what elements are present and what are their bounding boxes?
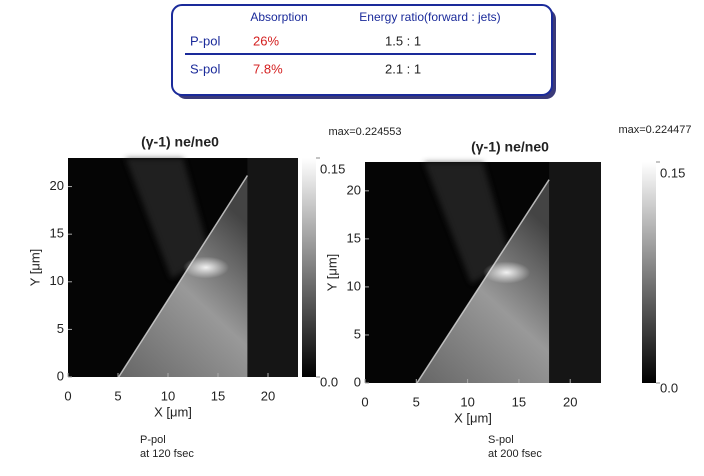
max-annotation: max=0.224477 [618, 124, 691, 136]
y-tick-label: 5 [57, 321, 64, 336]
max-annotation: max=0.224553 [328, 126, 401, 138]
heatmap-hotspot [183, 257, 229, 279]
caption: S-pol [488, 434, 514, 446]
y-tick-label: 15 [50, 226, 64, 241]
heatmap-hotspot [483, 261, 530, 283]
colorbar-tick-label: 0.15 [320, 161, 345, 176]
header: Energy ratio(forward : jets) [359, 10, 500, 24]
y-axis-label: Y [μm] [324, 254, 339, 292]
row-label: P-pol [190, 33, 220, 48]
energy-ratio: 2.1 : 1 [385, 61, 421, 76]
absorption: 26% [253, 33, 279, 48]
x-tick-label: 0 [64, 388, 71, 403]
colorbar-tick-label: 0.0 [320, 374, 338, 389]
y-tick-label: 0 [354, 374, 361, 389]
heatmap-right-region [549, 162, 601, 383]
x-tick-label: 10 [161, 388, 175, 403]
x-tick-label: 5 [114, 388, 121, 403]
row-label: S-pol [190, 61, 220, 76]
x-tick-label: 15 [512, 394, 526, 409]
colorbar-tick-label: 0.15 [660, 165, 685, 180]
y-tick-label: 5 [354, 326, 361, 341]
energy-ratio: 1.5 : 1 [385, 33, 421, 48]
colorbar [302, 158, 316, 377]
colorbar [642, 162, 656, 383]
caption: at 120 fsec [140, 448, 194, 460]
header: Absorption [250, 10, 307, 24]
x-tick-label: 20 [563, 394, 577, 409]
x-tick-label: 20 [261, 388, 275, 403]
y-tick-label: 10 [50, 273, 64, 288]
colorbar-tick-label: 0.0 [660, 380, 678, 395]
y-axis-label: Y [μm] [27, 249, 42, 287]
heatmap-right-region [247, 158, 298, 377]
y-tick-label: 15 [347, 230, 361, 245]
y-tick-label: 10 [347, 278, 361, 293]
x-tick-label: 5 [413, 394, 420, 409]
y-tick-label: 20 [50, 178, 64, 193]
chart-title: (γ-1) ne/ne0 [141, 134, 219, 150]
y-tick-label: 0 [57, 368, 64, 383]
absorption: 7.8% [253, 61, 283, 76]
chart-title: (γ-1) ne/ne0 [471, 139, 549, 155]
x-axis-label: X [μm] [154, 404, 192, 419]
x-axis-label: X [μm] [454, 410, 492, 425]
x-tick-label: 10 [460, 394, 474, 409]
y-tick-label: 20 [347, 182, 361, 197]
caption: P-pol [140, 434, 166, 446]
figure: Absorption Energy ratio(forward : jets) … [0, 0, 704, 476]
x-tick-label: 0 [361, 394, 368, 409]
caption: at 200 fsec [488, 448, 542, 460]
x-tick-label: 15 [211, 388, 225, 403]
